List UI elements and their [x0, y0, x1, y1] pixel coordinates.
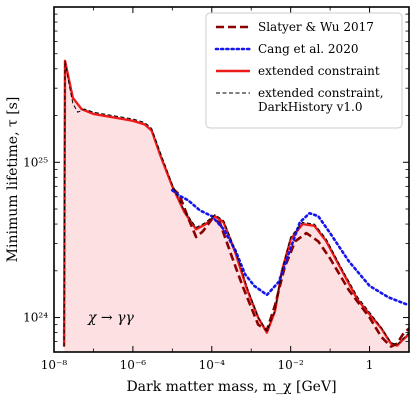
x-tick-label: 10⁻²	[277, 358, 304, 372]
legend: Slatyer & Wu 2017 Cang et al. 2020 extende…	[205, 12, 403, 129]
legend-label: Cang et al. 2020	[258, 42, 358, 56]
x-tick-label: 10⁻⁸	[41, 358, 68, 372]
x-tick-label: 10⁻⁶	[120, 358, 147, 372]
legend-box	[205, 12, 403, 129]
legend-label: extended constraint	[258, 64, 380, 78]
excluded-region-fill	[64, 60, 409, 352]
series-line-dotted	[171, 189, 409, 307]
series-line-dashed	[171, 187, 409, 348]
excluded-region	[64, 60, 409, 352]
legend-label: extended constraint,	[258, 86, 384, 100]
axis-ticks: 10⁻⁸ 10⁻⁶ 10⁻⁴ 10⁻² 1 10²⁴ 10²⁵	[23, 7, 410, 372]
y-tick-label: 10²⁵	[23, 155, 48, 169]
x-axis-label: Dark matter mass, m_χ [GeV]	[126, 379, 336, 395]
x-tick-label: 1	[366, 358, 374, 372]
plot-frame	[53, 6, 410, 353]
legend-label: Slatyer & Wu 2017	[258, 20, 374, 34]
legend-label: DarkHistory v1.0	[258, 100, 362, 114]
y-tick-label: 10²⁴	[23, 311, 48, 325]
series-lines	[62, 59, 409, 348]
process-annotation: χ → γγ	[87, 310, 134, 326]
series-line-dashed-thin	[63, 60, 409, 347]
series-line-solid	[62, 59, 409, 347]
x-tick-label: 10⁻⁴	[199, 358, 226, 372]
y-axis-label: Minimum lifetime, τ [s]	[5, 97, 21, 263]
